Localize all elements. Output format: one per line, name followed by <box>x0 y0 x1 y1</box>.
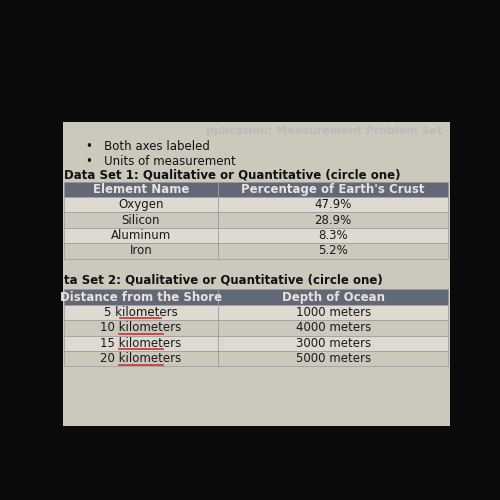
Bar <box>64 290 218 305</box>
Text: Element Name: Element Name <box>92 183 189 196</box>
Text: 10 kilometers: 10 kilometers <box>100 322 182 334</box>
Bar <box>218 197 448 212</box>
Bar <box>218 228 448 244</box>
Text: Oxygen: Oxygen <box>118 198 164 211</box>
Bar <box>64 212 218 228</box>
Bar <box>218 305 448 320</box>
Text: Aluminum: Aluminum <box>111 229 171 242</box>
Text: Distance from the Shore: Distance from the Shore <box>60 290 222 304</box>
Text: 47.9%: 47.9% <box>314 198 352 211</box>
Bar <box>64 351 218 366</box>
Bar <box>218 336 448 351</box>
Text: pplication: Measurement Problem Set: pplication: Measurement Problem Set <box>206 126 442 136</box>
Text: 8.3%: 8.3% <box>318 229 348 242</box>
Text: •   Both axes labeled: • Both axes labeled <box>86 140 210 152</box>
Text: 28.9%: 28.9% <box>314 214 352 226</box>
Text: Silicon: Silicon <box>122 214 160 226</box>
Bar <box>218 212 448 228</box>
Bar <box>64 320 218 336</box>
Text: Iron: Iron <box>130 244 152 258</box>
Bar <box>58 122 454 426</box>
Text: Depth of Ocean: Depth of Ocean <box>282 290 385 304</box>
Bar <box>218 351 448 366</box>
Bar <box>218 290 448 305</box>
Text: •   Units of measurement: • Units of measurement <box>86 155 236 168</box>
Bar <box>64 336 218 351</box>
Text: 4000 meters: 4000 meters <box>296 322 371 334</box>
Text: 5.2%: 5.2% <box>318 244 348 258</box>
Bar <box>218 182 448 197</box>
Bar <box>218 320 448 336</box>
Text: Percentage of Earth's Crust: Percentage of Earth's Crust <box>242 183 425 196</box>
Bar <box>64 244 218 258</box>
Text: Data Set 1: Qualitative or Quantitative (circle one): Data Set 1: Qualitative or Quantitative … <box>64 169 400 182</box>
Bar <box>218 244 448 258</box>
Text: 5 kilometers: 5 kilometers <box>104 306 178 319</box>
Text: 5000 meters: 5000 meters <box>296 352 370 366</box>
Bar <box>64 197 218 212</box>
Text: ta Set 2: Qualitative or Quantitative (circle one): ta Set 2: Qualitative or Quantitative (c… <box>64 274 383 286</box>
Text: 1000 meters: 1000 meters <box>296 306 371 319</box>
Bar <box>64 182 218 197</box>
Text: 3000 meters: 3000 meters <box>296 337 370 350</box>
Text: 15 kilometers: 15 kilometers <box>100 337 182 350</box>
Text: 20 kilometers: 20 kilometers <box>100 352 182 366</box>
Bar <box>64 228 218 244</box>
Bar <box>64 305 218 320</box>
